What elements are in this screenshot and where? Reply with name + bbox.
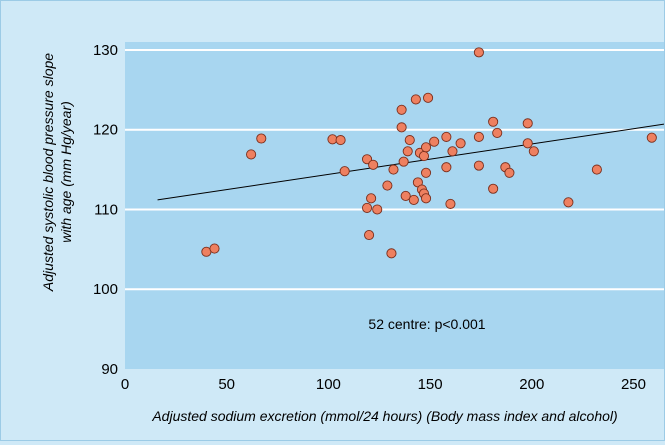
y-tick-label-110: 110 bbox=[94, 201, 118, 218]
data-point-37 bbox=[447, 146, 458, 157]
data-point-14 bbox=[386, 248, 397, 259]
data-point-9 bbox=[364, 229, 375, 241]
data-point-22 bbox=[408, 194, 419, 205]
y-tick-label-120: 120 bbox=[93, 122, 118, 139]
data-point-17 bbox=[396, 122, 407, 133]
data-point-43 bbox=[488, 183, 499, 194]
data-point-36 bbox=[445, 198, 456, 209]
x-tick-labels: 0 50 100 150 200 250 bbox=[121, 376, 646, 393]
data-point-30 bbox=[420, 167, 432, 178]
y-tick-label-130: 130 bbox=[93, 42, 118, 59]
data-point-51 bbox=[591, 164, 602, 175]
data-point-11 bbox=[368, 159, 379, 170]
data-point-41 bbox=[473, 160, 484, 171]
x-tick-label-100: 100 bbox=[316, 376, 341, 393]
data-point-49 bbox=[528, 146, 539, 157]
data-point-20 bbox=[402, 146, 413, 157]
data-point-33 bbox=[429, 136, 440, 147]
data-point-29 bbox=[420, 142, 432, 153]
data-point-13 bbox=[382, 180, 393, 191]
data-points bbox=[201, 47, 657, 259]
data-point-16 bbox=[396, 104, 407, 115]
data-point-44 bbox=[492, 127, 503, 138]
data-point-38 bbox=[455, 138, 466, 149]
data-point-42 bbox=[488, 116, 499, 127]
data-point-2 bbox=[246, 149, 257, 160]
data-point-10 bbox=[366, 193, 377, 204]
data-point-21 bbox=[404, 135, 415, 146]
data-point-19 bbox=[400, 190, 411, 201]
data-point-6 bbox=[339, 166, 350, 177]
data-point-34 bbox=[441, 131, 452, 142]
data-point-48 bbox=[522, 138, 533, 149]
x-tick-label-150: 150 bbox=[418, 376, 443, 393]
data-point-46 bbox=[504, 167, 515, 178]
y-tick-labels: 90 100 110 120 130 bbox=[93, 42, 118, 378]
data-point-32 bbox=[420, 193, 432, 204]
data-point-18 bbox=[398, 156, 409, 167]
data-point-40 bbox=[473, 131, 484, 142]
data-point-47 bbox=[522, 118, 533, 129]
data-point-12 bbox=[372, 204, 383, 215]
trend-line bbox=[157, 123, 665, 201]
data-point-50 bbox=[563, 197, 574, 208]
data-point-3 bbox=[256, 133, 267, 144]
data-point-23 bbox=[410, 94, 421, 105]
data-point-39 bbox=[473, 47, 484, 58]
x-tick-label-250: 250 bbox=[621, 376, 646, 393]
plot-area bbox=[125, 42, 664, 369]
data-point-7 bbox=[361, 202, 373, 213]
x-axis-label: Adjusted sodium excretion (mmol/24 hours… bbox=[151, 408, 617, 424]
data-point-27 bbox=[418, 151, 430, 162]
data-point-52 bbox=[646, 132, 657, 143]
y-tick-label-100: 100 bbox=[93, 281, 118, 298]
x-tick-label-0: 0 bbox=[121, 376, 129, 393]
x-tick-label-200: 200 bbox=[519, 376, 544, 393]
y-tick-label-90: 90 bbox=[101, 361, 118, 378]
data-point-31 bbox=[423, 92, 434, 103]
data-point-35 bbox=[441, 162, 452, 173]
grid-lines bbox=[125, 48, 664, 291]
data-point-1 bbox=[209, 243, 220, 254]
data-point-5 bbox=[335, 135, 346, 146]
data-point-15 bbox=[388, 164, 399, 175]
y-axis-label-line2: with age (mm Hg/year) bbox=[58, 101, 74, 243]
annotation-text: 52 centre: p<0.001 bbox=[368, 316, 485, 332]
y-axis-label-line1: Adjusted systolic blood pressure slope bbox=[40, 53, 56, 292]
x-tick-label-50: 50 bbox=[218, 376, 235, 393]
